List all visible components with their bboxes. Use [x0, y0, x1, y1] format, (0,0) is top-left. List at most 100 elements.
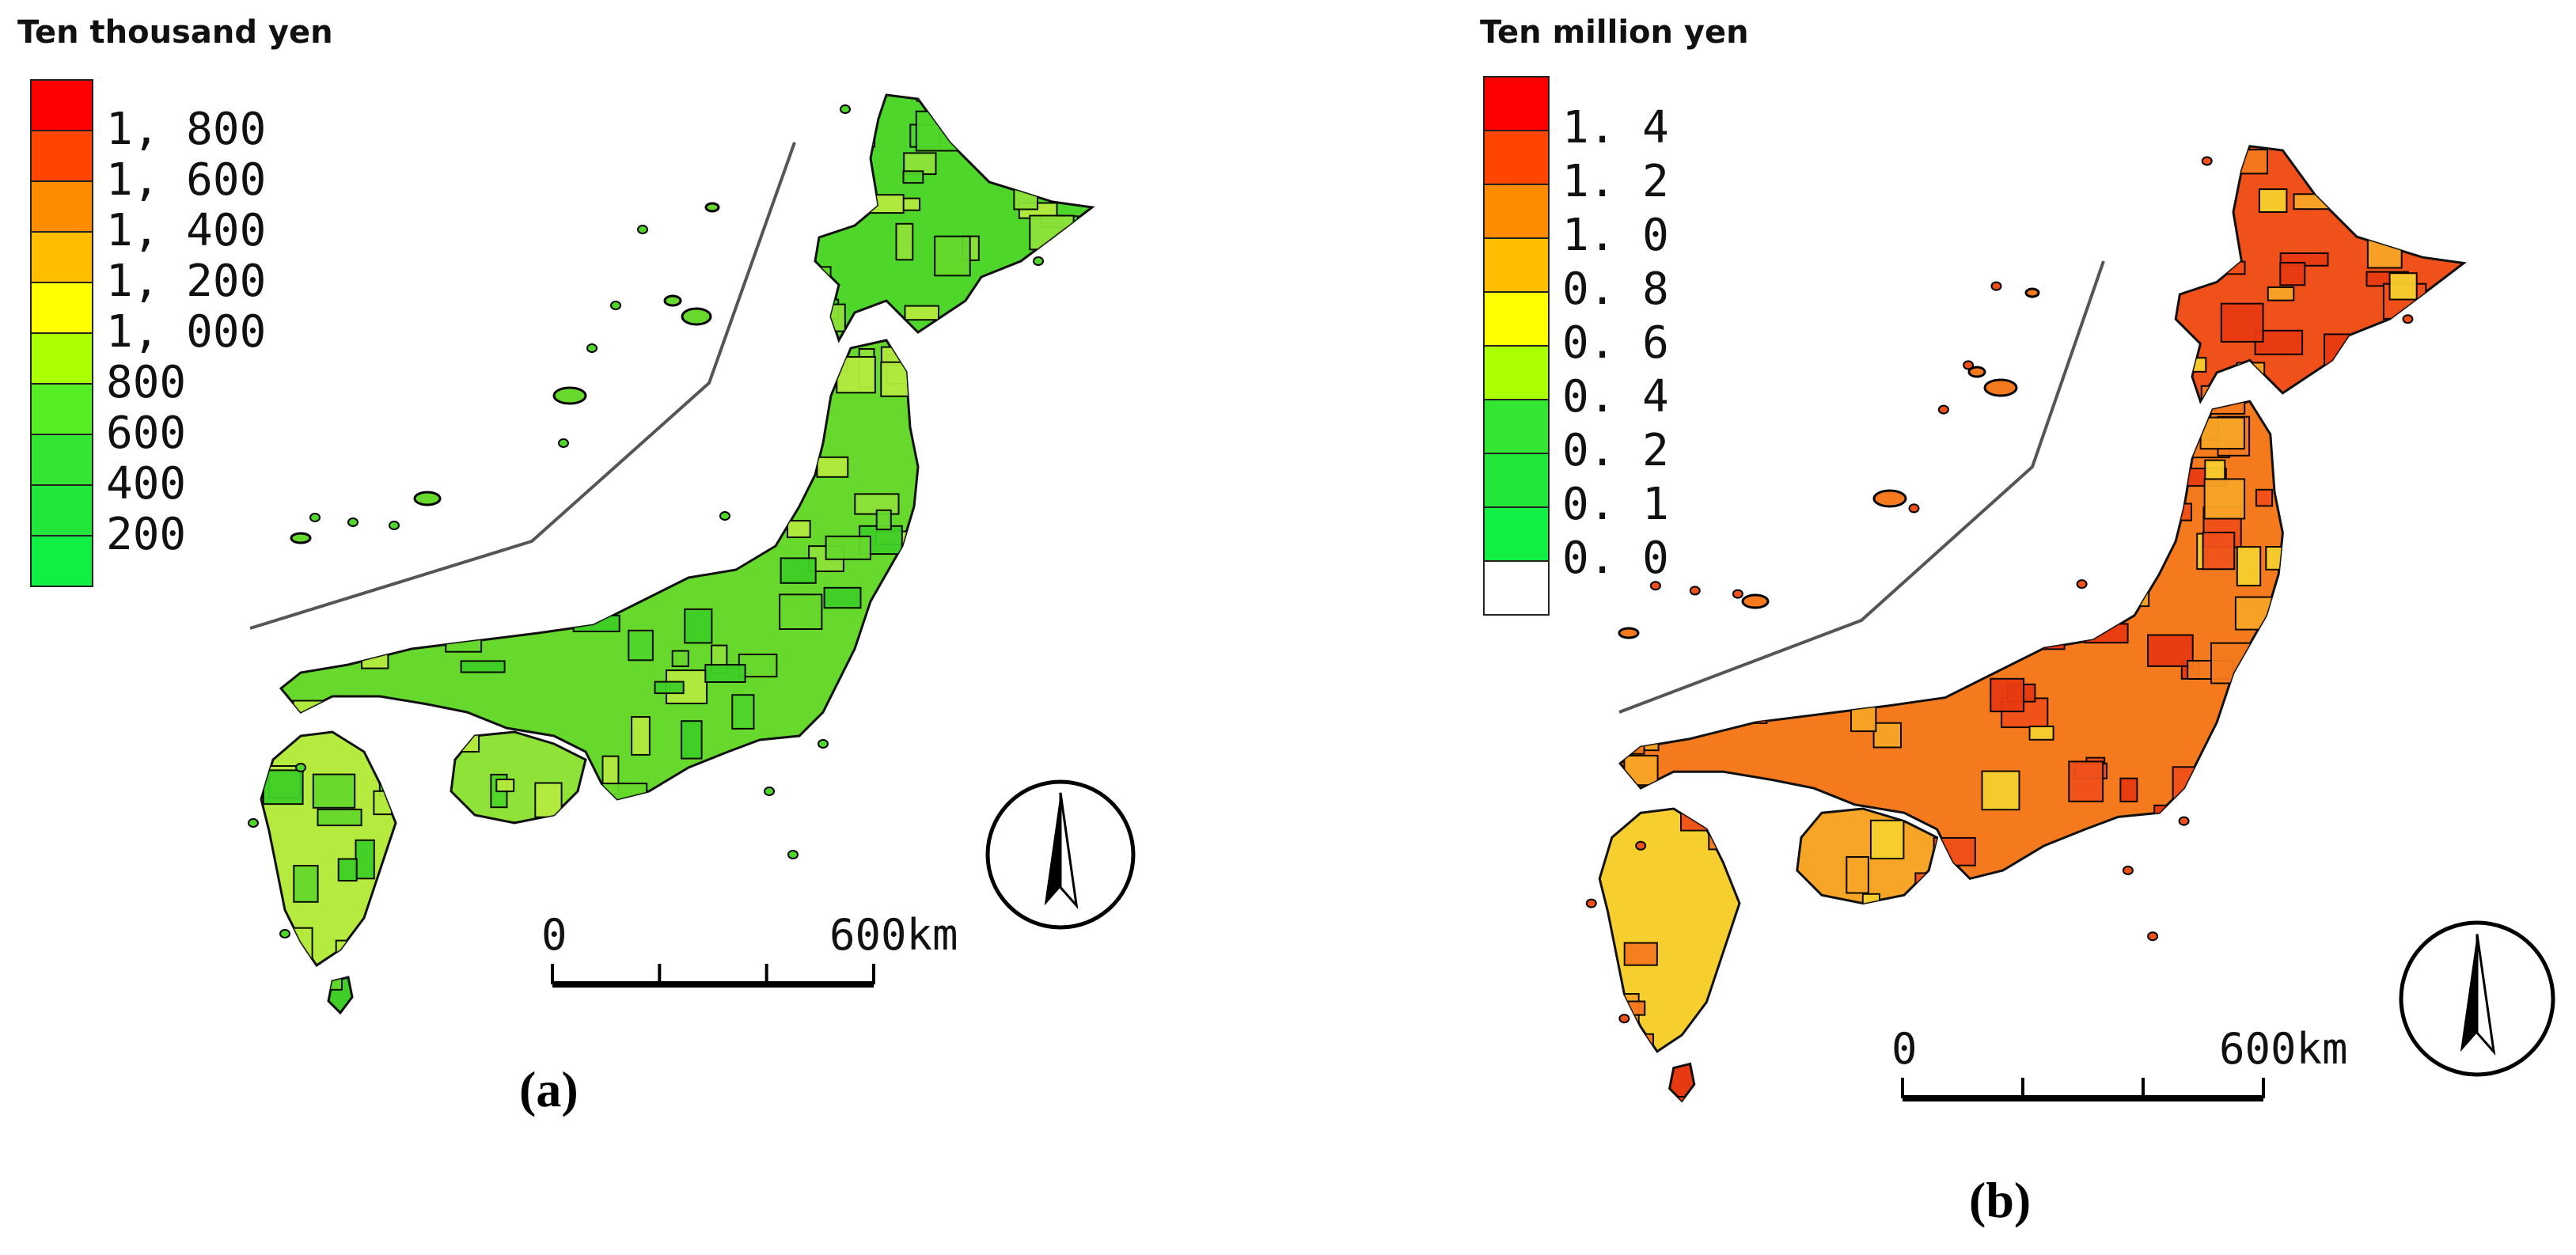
remote-island — [1983, 378, 2018, 397]
legend-tick-label: 1. 0 — [1562, 210, 1669, 261]
municipality — [2409, 552, 2455, 593]
municipality — [816, 456, 849, 478]
municipality — [1743, 972, 1762, 996]
municipality — [2414, 210, 2460, 245]
islet — [389, 521, 400, 530]
scale-bar: 0 600km — [1891, 1024, 2348, 1101]
municipality — [917, 593, 962, 610]
municipality — [266, 450, 286, 489]
islet — [764, 787, 775, 796]
municipality — [2034, 159, 2054, 195]
municipality — [517, 233, 550, 274]
municipality — [1053, 497, 1092, 534]
municipality — [394, 1002, 432, 1013]
municipality — [1838, 514, 1870, 540]
municipality — [1019, 175, 1061, 192]
municipality — [1677, 305, 1698, 328]
municipality — [408, 329, 427, 363]
remote-island — [1741, 593, 1770, 609]
municipality — [1943, 497, 1985, 525]
legend-tick-label: 400 — [106, 458, 187, 510]
municipality — [2198, 870, 2227, 912]
municipality — [1067, 620, 1092, 653]
remote-island — [290, 532, 312, 544]
islet — [1649, 581, 1661, 591]
islet — [309, 513, 321, 522]
municipality — [1872, 722, 1902, 749]
legend-swatch — [1483, 560, 1550, 616]
municipality — [1972, 491, 2020, 525]
municipality — [2383, 667, 2403, 700]
municipality — [948, 502, 972, 522]
municipality — [2164, 852, 2198, 889]
islet — [2076, 579, 2088, 590]
municipality — [466, 827, 493, 851]
municipality — [906, 983, 925, 1012]
island-shape — [279, 339, 920, 801]
municipality — [1846, 856, 1869, 894]
municipality — [2361, 825, 2397, 867]
legend-tick-label: 200 — [106, 509, 187, 560]
municipality — [901, 1018, 927, 1050]
municipality — [396, 764, 436, 801]
municipality — [1966, 317, 2001, 342]
municipality — [2236, 546, 2262, 586]
municipality — [1078, 231, 1092, 251]
municipality — [1750, 392, 1780, 424]
municipality — [787, 102, 816, 131]
municipality — [674, 928, 698, 960]
map-panel-a: Ten thousand yen 1, 800 1, 600 1, 400 1, 20… — [17, 14, 1136, 1117]
municipality — [900, 999, 940, 1013]
municipality — [584, 404, 625, 432]
islet — [1908, 503, 1920, 514]
municipality — [1091, 564, 1092, 605]
islet — [1732, 589, 1743, 599]
municipality — [2346, 747, 2377, 787]
municipality — [2131, 566, 2150, 608]
municipality — [334, 222, 354, 249]
municipality — [542, 315, 581, 340]
municipality — [2176, 253, 2198, 279]
municipality — [2252, 798, 2301, 821]
municipality — [1819, 400, 1842, 442]
island-shape — [1667, 1062, 1696, 1103]
municipality — [1892, 259, 1915, 274]
municipality — [546, 569, 564, 583]
islet — [347, 518, 359, 527]
municipality — [950, 427, 988, 453]
municipality — [2026, 998, 2043, 1036]
municipality — [890, 575, 935, 589]
municipality — [460, 480, 506, 500]
municipality — [384, 415, 414, 445]
municipality — [1756, 376, 1797, 392]
municipality — [1834, 243, 1880, 274]
municipality — [1868, 657, 1899, 672]
municipality — [1860, 381, 1903, 423]
municipality — [742, 136, 774, 151]
municipality — [1038, 633, 1074, 664]
legend-tick-label: 0. 0 — [1562, 533, 1669, 584]
municipality — [749, 446, 786, 483]
legend-tick-label: 0. 8 — [1562, 264, 1669, 315]
island-hokkaido — [2174, 145, 2467, 404]
municipality — [2202, 531, 2236, 571]
municipality — [1004, 481, 1030, 506]
municipality — [2411, 704, 2451, 731]
legend-tick-label: 600 — [106, 408, 187, 459]
municipality — [1077, 95, 1092, 108]
municipality — [705, 457, 750, 483]
municipality — [450, 461, 484, 485]
municipality — [444, 1003, 481, 1013]
remote-island — [1618, 627, 1640, 639]
municipality — [2210, 848, 2242, 874]
municipality — [2442, 616, 2464, 653]
island-shape — [1618, 400, 2284, 881]
municipality — [458, 726, 480, 753]
north-arrow-left — [1044, 792, 1060, 906]
municipality — [2203, 478, 2246, 520]
legend-swatch — [30, 79, 93, 131]
islet — [295, 763, 306, 772]
municipality — [2123, 271, 2167, 290]
municipality — [555, 282, 582, 307]
municipality — [2375, 731, 2402, 769]
